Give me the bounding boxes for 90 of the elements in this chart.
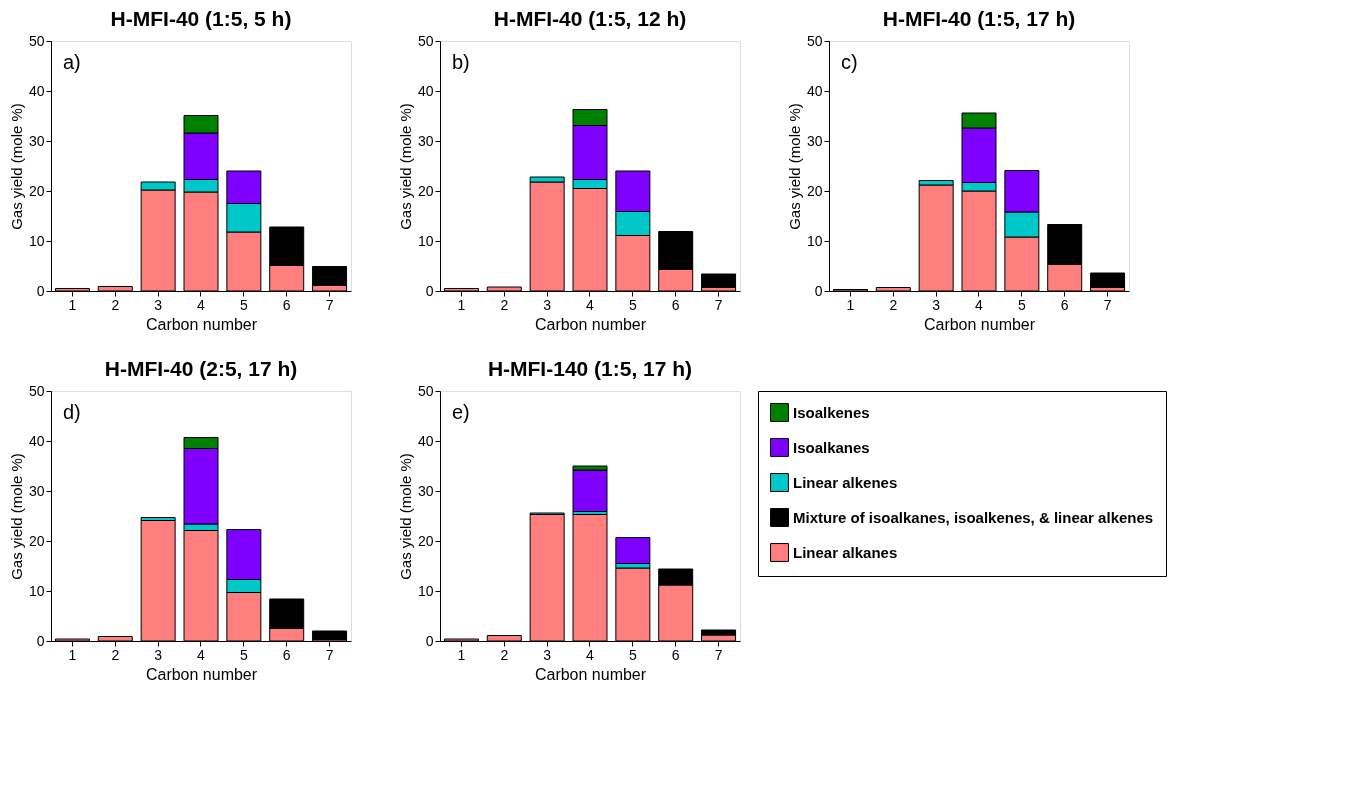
y-tick-label: 30 xyxy=(417,132,434,149)
x-tick-label: 4 xyxy=(586,646,595,663)
x-tick-label: 2 xyxy=(111,646,120,663)
y-tick-label: 50 xyxy=(28,382,45,399)
chart-title: H-MFI-40 (1:5, 5 h) xyxy=(110,7,292,30)
y-tick-label: 30 xyxy=(28,132,45,149)
y-tick-label: 0 xyxy=(425,632,434,649)
legend-label: Mixture of isoalkanes, isoalkenes, & linear alkenes xyxy=(793,508,1154,526)
x-tick-label: 6 xyxy=(671,296,680,313)
x-tick-label: 4 xyxy=(197,296,206,313)
x-tick-label: 1 xyxy=(457,646,466,663)
y-tick-label: 10 xyxy=(28,232,45,249)
y-tick-label: 10 xyxy=(806,232,823,249)
y-axis-title: Gas yield (mole %) xyxy=(7,453,25,580)
x-tick-label: 3 xyxy=(154,296,163,313)
x-tick-label: 6 xyxy=(282,646,291,663)
x-tick-label: 7 xyxy=(325,646,334,663)
y-tick-label: 40 xyxy=(417,82,434,99)
chart-title: H-MFI-40 (1:5, 17 h) xyxy=(882,7,1076,30)
x-axis-title: Carbon number xyxy=(145,315,258,333)
y-tick-label: 30 xyxy=(417,482,434,499)
annotation: d) xyxy=(63,401,81,423)
y-tick-label: 50 xyxy=(417,382,434,399)
x-tick-label: 3 xyxy=(932,296,941,313)
x-axis-title: Carbon number xyxy=(534,665,647,683)
y-tick-label: 30 xyxy=(28,482,45,499)
x-tick-label: 5 xyxy=(239,646,248,663)
y-tick-label: 10 xyxy=(417,232,434,249)
y-tick-label: 50 xyxy=(417,32,434,49)
annotation: e) xyxy=(452,401,470,423)
y-tick-label: 40 xyxy=(28,432,45,449)
legend-label: Linear alkenes xyxy=(793,473,898,491)
y-tick-label: 0 xyxy=(425,282,434,299)
x-tick-label: 4 xyxy=(975,296,984,313)
x-axis-title: Carbon number xyxy=(145,665,258,683)
annotation: c) xyxy=(841,51,858,73)
y-tick-label: 40 xyxy=(417,432,434,449)
y-tick-label: 50 xyxy=(28,32,45,49)
annotation: a) xyxy=(63,51,81,73)
x-tick-label: 4 xyxy=(586,296,595,313)
x-tick-label: 2 xyxy=(500,296,509,313)
y-tick-label: 0 xyxy=(814,282,823,299)
x-tick-label: 1 xyxy=(846,296,855,313)
x-tick-label: 2 xyxy=(500,646,509,663)
x-tick-label: 1 xyxy=(457,296,466,313)
annotation: b) xyxy=(452,51,470,73)
y-tick-label: 30 xyxy=(806,132,823,149)
x-axis-title: Carbon number xyxy=(923,315,1036,333)
x-tick-label: 3 xyxy=(154,646,163,663)
x-tick-label: 7 xyxy=(714,646,723,663)
x-tick-label: 5 xyxy=(239,296,248,313)
y-tick-label: 20 xyxy=(28,182,45,199)
y-axis-title: Gas yield (mole %) xyxy=(396,103,414,230)
y-tick-label: 50 xyxy=(806,32,823,49)
y-tick-label: 10 xyxy=(28,582,45,599)
x-tick-label: 2 xyxy=(111,296,120,313)
chart-title: H-MFI-40 (1:5, 12 h) xyxy=(493,7,687,30)
y-tick-label: 20 xyxy=(417,182,434,199)
y-tick-label: 20 xyxy=(28,532,45,549)
x-tick-label: 5 xyxy=(1017,296,1026,313)
legend-label: Isoalkenes xyxy=(793,403,870,421)
x-tick-label: 3 xyxy=(543,646,552,663)
x-tick-label: 3 xyxy=(543,296,552,313)
x-tick-label: 7 xyxy=(325,296,334,313)
y-tick-label: 20 xyxy=(417,532,434,549)
y-axis-title: Gas yield (mole %) xyxy=(785,103,803,230)
x-tick-label: 1 xyxy=(68,296,77,313)
y-tick-label: 40 xyxy=(806,82,823,99)
x-tick-label: 4 xyxy=(197,646,206,663)
x-tick-label: 6 xyxy=(1060,296,1069,313)
y-axis-title: Gas yield (mole %) xyxy=(396,453,414,580)
y-tick-label: 40 xyxy=(28,82,45,99)
legend-label: Linear alkanes xyxy=(793,543,898,561)
x-tick-label: 2 xyxy=(889,296,898,313)
x-axis-title: Carbon number xyxy=(534,315,647,333)
y-tick-label: 0 xyxy=(36,632,45,649)
y-tick-label: 20 xyxy=(806,182,823,199)
x-tick-label: 5 xyxy=(628,646,637,663)
x-tick-label: 6 xyxy=(282,296,291,313)
y-axis-title: Gas yield (mole %) xyxy=(7,103,25,230)
x-tick-label: 5 xyxy=(628,296,637,313)
chart-title: H-MFI-40 (2:5, 17 h) xyxy=(104,357,298,380)
y-tick-label: 0 xyxy=(36,282,45,299)
y-tick-label: 10 xyxy=(417,582,434,599)
x-tick-label: 7 xyxy=(1103,296,1112,313)
x-tick-label: 1 xyxy=(68,646,77,663)
legend-label: Isoalkanes xyxy=(793,438,870,456)
chart-title: H-MFI-140 (1:5, 17 h) xyxy=(487,357,693,380)
x-tick-label: 6 xyxy=(671,646,680,663)
x-tick-label: 7 xyxy=(714,296,723,313)
